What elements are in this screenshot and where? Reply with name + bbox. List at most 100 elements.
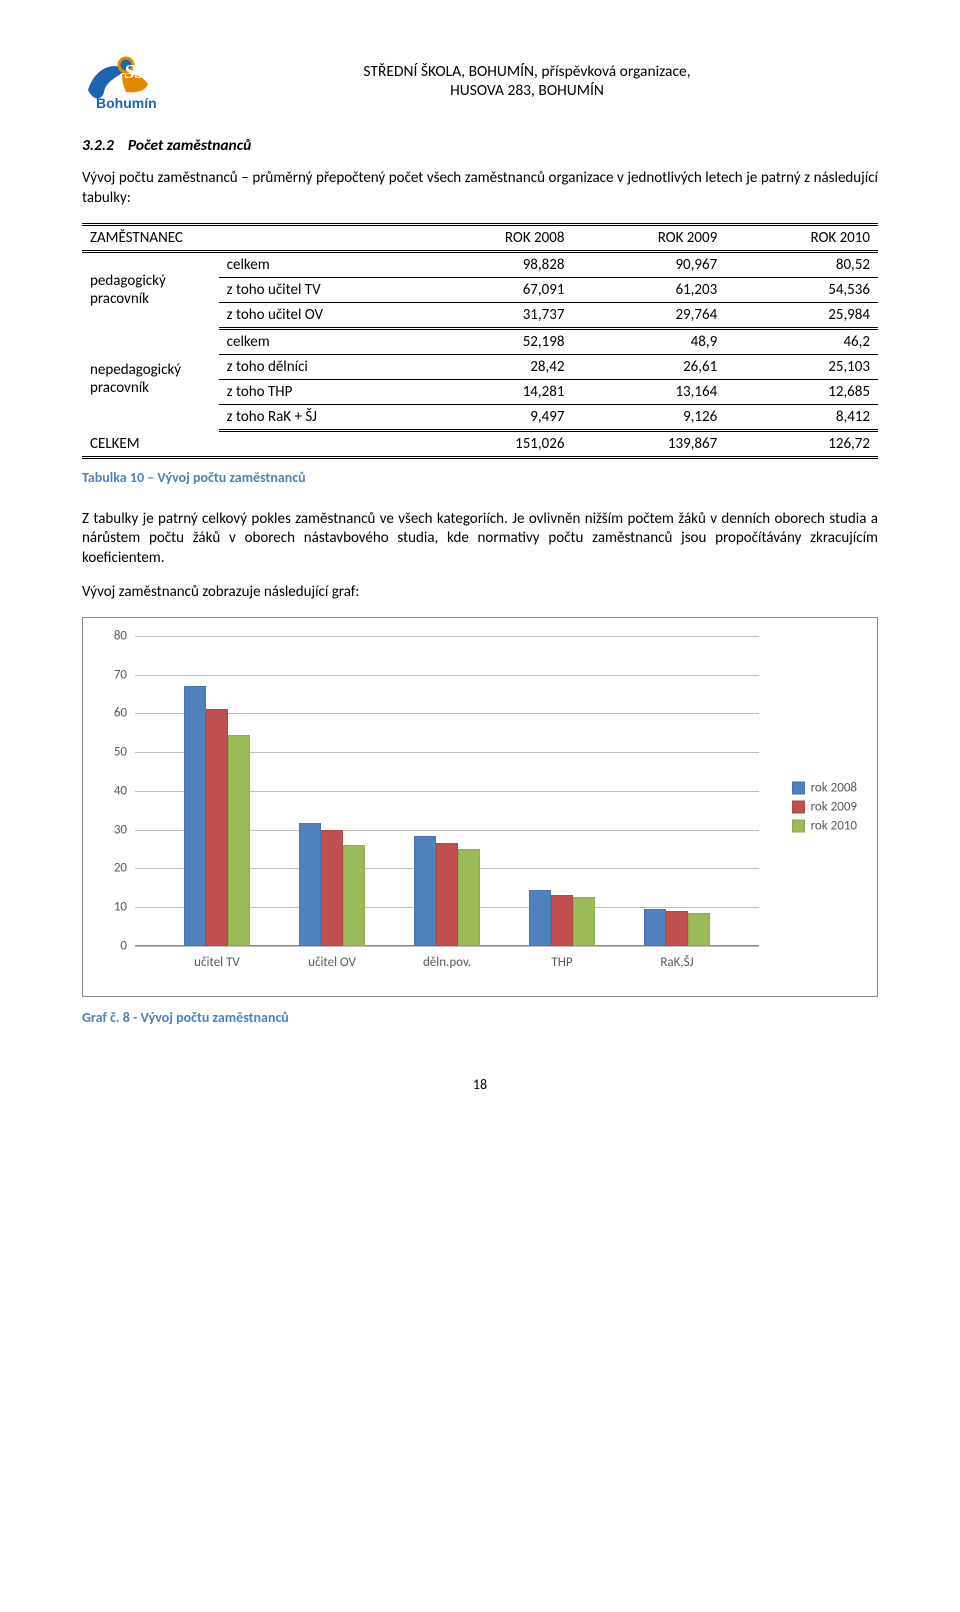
legend-swatch [792, 800, 805, 813]
col-head-0: ZAMĚSTNANEC [82, 224, 420, 251]
cell: 31,737 [420, 302, 573, 328]
chart-bar [644, 909, 666, 946]
cell: 25,103 [725, 354, 878, 379]
svg-text:Sš: Sš [124, 61, 144, 83]
page: Bohumín Sš STŘEDNÍ ŠKOLA, BOHUMÍN, přísp… [0, 0, 960, 1123]
chart-bar [206, 709, 228, 946]
header-line-2: HUSOVA 283, BOHUMÍN [176, 81, 878, 100]
chart-x-category-label: RaK,ŠJ [660, 955, 693, 970]
chart-bar [529, 890, 551, 945]
chart-bar [321, 830, 343, 945]
school-logo: Bohumín Sš [82, 50, 160, 112]
chart-x-category-label: učitel TV [194, 955, 240, 970]
body-paragraph-1: Z tabulky je patrný celkový pokles zaměs… [82, 510, 878, 569]
section-title: Počet zaměstnanců [128, 136, 251, 155]
col-head-2: ROK 2009 [572, 224, 725, 251]
legend-swatch [792, 819, 805, 832]
cell: 54,536 [725, 277, 878, 302]
page-number: 18 [82, 1076, 878, 1093]
chart-bar [551, 895, 573, 946]
chart-gridline [135, 636, 759, 637]
cell: 14,281 [420, 379, 573, 404]
chart-x-category-label: THP [551, 955, 572, 970]
col-head-3: ROK 2010 [725, 224, 878, 251]
chart-plot-area: 01020304050607080učitel TVučitel OVděln.… [135, 636, 759, 946]
legend-label: rok 2009 [811, 799, 857, 814]
chart-bar [436, 843, 458, 946]
section-number: 3.2.2 [82, 136, 114, 155]
table-total-row: CELKEM 151,026 139,867 126,72 [82, 430, 878, 457]
intro-paragraph: Vývoj počtu zaměstnanců – průměrný přepo… [82, 169, 878, 209]
cell: 98,828 [420, 251, 573, 277]
cell: 9,497 [420, 404, 573, 430]
chart-gridline [135, 946, 759, 947]
legend-swatch [792, 781, 805, 794]
table-row: nepedagogický pracovník celkem 52,198 48… [82, 328, 878, 354]
employees-table: ZAMĚSTNANEC ROK 2008 ROK 2009 ROK 2010 p… [82, 223, 878, 459]
legend-label: rok 2008 [811, 780, 857, 795]
chart-legend-item: rok 2009 [792, 799, 857, 814]
group2-label: nepedagogický pracovník [82, 328, 219, 430]
chart-bar [299, 823, 321, 946]
cell: 48,9 [572, 328, 725, 354]
cell: 52,198 [420, 328, 573, 354]
group1-label: pedagogický pracovník [82, 251, 219, 328]
cell: 80,52 [725, 251, 878, 277]
body-paragraph-2: Vývoj zaměstnanců zobrazuje následující … [82, 583, 878, 603]
cell: 90,967 [572, 251, 725, 277]
page-header: Bohumín Sš STŘEDNÍ ŠKOLA, BOHUMÍN, přísp… [82, 50, 878, 112]
section-heading: 3.2.2 Počet zaměstnanců [82, 136, 878, 155]
cell: 46,2 [725, 328, 878, 354]
cell: 61,203 [572, 277, 725, 302]
cell: 25,984 [725, 302, 878, 328]
cell: z toho dělníci [219, 354, 420, 379]
chart-bar [573, 897, 595, 946]
chart-y-tick-label: 40 [97, 783, 127, 798]
legend-label: rok 2010 [811, 818, 857, 833]
cell: z toho učitel TV [219, 277, 420, 302]
cell: 67,091 [420, 277, 573, 302]
chart-gridline [135, 713, 759, 714]
cell: z toho THP [219, 379, 420, 404]
chart-caption: Graf č. 8 - Vývoj počtu zaměstnanců [82, 1009, 878, 1026]
chart-bar [666, 911, 688, 946]
chart-bar [688, 913, 710, 946]
cell: z toho učitel OV [219, 302, 420, 328]
table-caption: Tabulka 10 – Vývoj počtu zaměstnanců [82, 469, 878, 486]
chart-gridline [135, 675, 759, 676]
cell: celkem [219, 251, 420, 277]
chart-y-tick-label: 70 [97, 667, 127, 682]
chart-y-tick-label: 10 [97, 900, 127, 915]
cell: 26,61 [572, 354, 725, 379]
cell: 139,867 [572, 430, 725, 457]
cell: celkem [219, 328, 420, 354]
cell: 12,685 [725, 379, 878, 404]
svg-text:Bohumín: Bohumín [96, 95, 157, 111]
chart-legend: rok 2008 rok 2009 rok 2010 [792, 776, 857, 837]
cell: 28,42 [420, 354, 573, 379]
cell: 13,164 [572, 379, 725, 404]
chart-bar [184, 686, 206, 946]
chart-legend-item: rok 2010 [792, 818, 857, 833]
chart-y-tick-label: 0 [97, 938, 127, 953]
chart-bar [458, 849, 480, 946]
chart-y-tick-label: 50 [97, 745, 127, 760]
header-text: STŘEDNÍ ŠKOLA, BOHUMÍN, příspěvková orga… [176, 62, 878, 101]
cell: CELKEM [82, 430, 420, 457]
cell: 151,026 [420, 430, 573, 457]
col-head-1: ROK 2008 [420, 224, 573, 251]
chart-legend-item: rok 2008 [792, 780, 857, 795]
chart-y-tick-label: 60 [97, 706, 127, 721]
chart-y-tick-label: 30 [97, 822, 127, 837]
table-row: pedagogický pracovník celkem 98,828 90,9… [82, 251, 878, 277]
cell: 9,126 [572, 404, 725, 430]
chart-y-tick-label: 80 [97, 628, 127, 643]
cell: 8,412 [725, 404, 878, 430]
header-line-1: STŘEDNÍ ŠKOLA, BOHUMÍN, příspěvková orga… [176, 62, 878, 81]
table-head-row: ZAMĚSTNANEC ROK 2008 ROK 2009 ROK 2010 [82, 224, 878, 251]
chart-bar [414, 836, 436, 946]
cell: z toho RaK + ŠJ [219, 404, 420, 430]
cell: 29,764 [572, 302, 725, 328]
employees-chart: 01020304050607080učitel TVučitel OVděln.… [82, 617, 878, 997]
chart-x-category-label: děln.pov. [423, 955, 471, 970]
